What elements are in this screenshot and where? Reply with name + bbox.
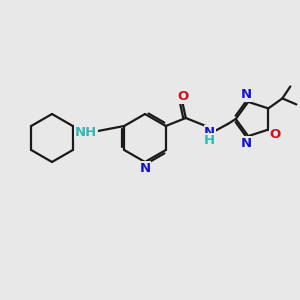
- Text: NH: NH: [75, 125, 97, 139]
- Text: N: N: [204, 125, 215, 139]
- Text: O: O: [270, 128, 281, 141]
- Text: N: N: [241, 88, 252, 101]
- Text: N: N: [241, 136, 252, 150]
- Text: N: N: [140, 161, 151, 175]
- Text: H: H: [204, 134, 215, 146]
- Text: O: O: [177, 91, 188, 103]
